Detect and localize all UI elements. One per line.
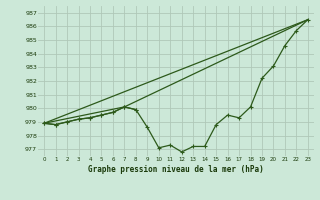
X-axis label: Graphe pression niveau de la mer (hPa): Graphe pression niveau de la mer (hPa) (88, 165, 264, 174)
